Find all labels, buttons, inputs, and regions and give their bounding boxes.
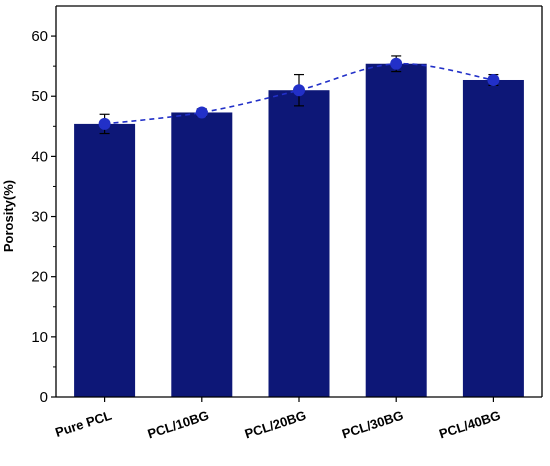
bar [462, 79, 524, 397]
y-tick-label: 30 [31, 209, 48, 226]
data-point [195, 106, 208, 119]
y-tick-label: 20 [31, 269, 48, 286]
data-point [390, 57, 403, 70]
bar [74, 123, 136, 397]
trend-line [104, 62, 494, 125]
y-tick-label: 10 [31, 329, 48, 346]
y-tick-label: 40 [31, 148, 48, 165]
data-point [98, 117, 111, 130]
x-tick-label: PCL/30BG [340, 408, 405, 442]
x-tick-label: PCL/10BG [146, 408, 211, 442]
x-tick-label: Pure PCL [53, 408, 113, 440]
y-tick-label: 0 [40, 389, 48, 406]
data-point [293, 84, 305, 97]
x-tick-label: PCL/20BG [243, 408, 308, 442]
y-tick-label: 50 [31, 88, 48, 105]
bar [171, 112, 233, 398]
y-tick-label: 60 [31, 28, 48, 45]
bar [268, 90, 330, 397]
bar [365, 63, 427, 398]
x-tick-label: PCL/40BG [437, 408, 502, 442]
data-point [487, 73, 500, 86]
y-axis-title: Porosity(%) [1, 180, 16, 252]
